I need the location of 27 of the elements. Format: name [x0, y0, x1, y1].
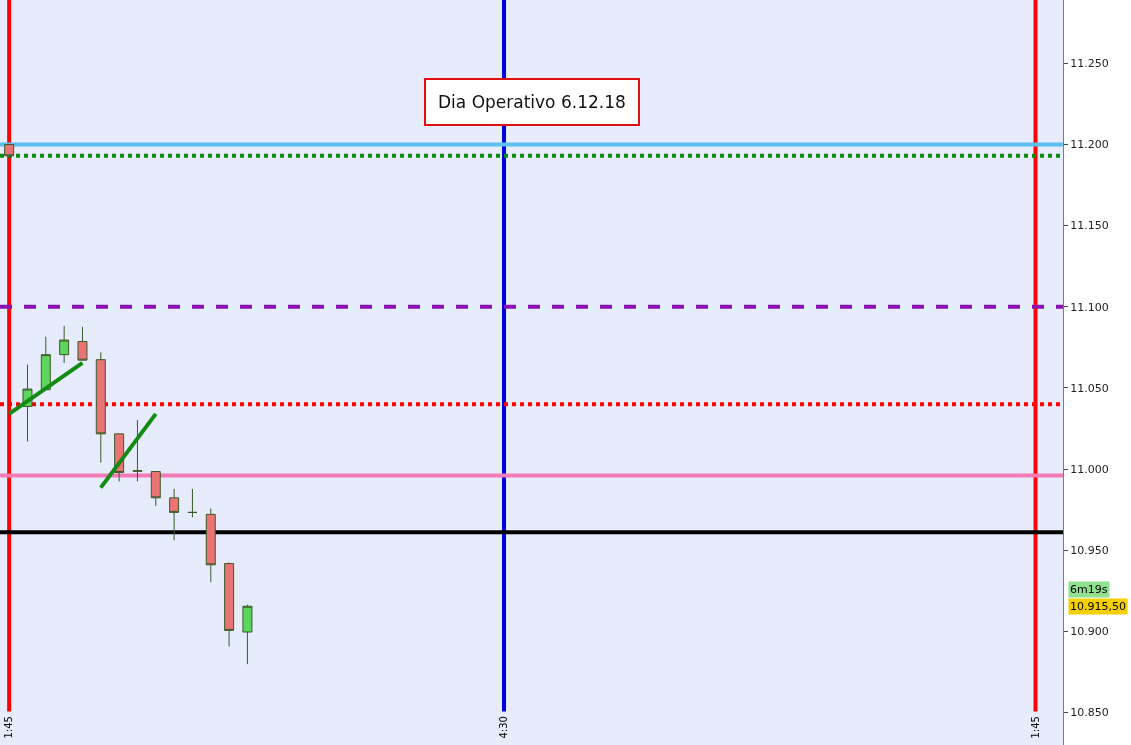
candlestick	[242, 604, 253, 665]
candlestick	[187, 488, 198, 518]
y-tick-label: 10.900	[1070, 625, 1109, 639]
y-tick-label: 10.950	[1070, 544, 1109, 558]
candlestick	[95, 351, 106, 464]
x-tick-label: 1:45	[3, 716, 15, 739]
text: Dia Operativo 6.12.18	[438, 92, 626, 112]
candlestick	[77, 326, 88, 361]
candlestick	[4, 143, 15, 158]
y-tick-label: 11.250	[1070, 57, 1109, 71]
candlestick	[205, 508, 216, 583]
x-tick-label: 1:45	[1029, 716, 1041, 739]
text: 10.915,50	[1070, 600, 1126, 613]
y-tick-label: 11.200	[1070, 138, 1109, 152]
y-tick-label: 11.050	[1070, 381, 1109, 395]
y-tick-label: 11.150	[1070, 219, 1109, 233]
text: 6m19s	[1070, 583, 1108, 596]
y-tick-label: 11.000	[1070, 462, 1109, 476]
candlestick	[59, 325, 70, 364]
candlestick	[169, 488, 180, 541]
candlestick	[132, 419, 143, 482]
y-tick-label: 10.850	[1070, 706, 1109, 720]
y-tick-label: 11.100	[1070, 300, 1109, 314]
candlestick	[224, 562, 235, 648]
x-tick-label: 4:30	[498, 716, 510, 739]
candlestick	[150, 471, 161, 507]
candlestick	[40, 336, 51, 391]
